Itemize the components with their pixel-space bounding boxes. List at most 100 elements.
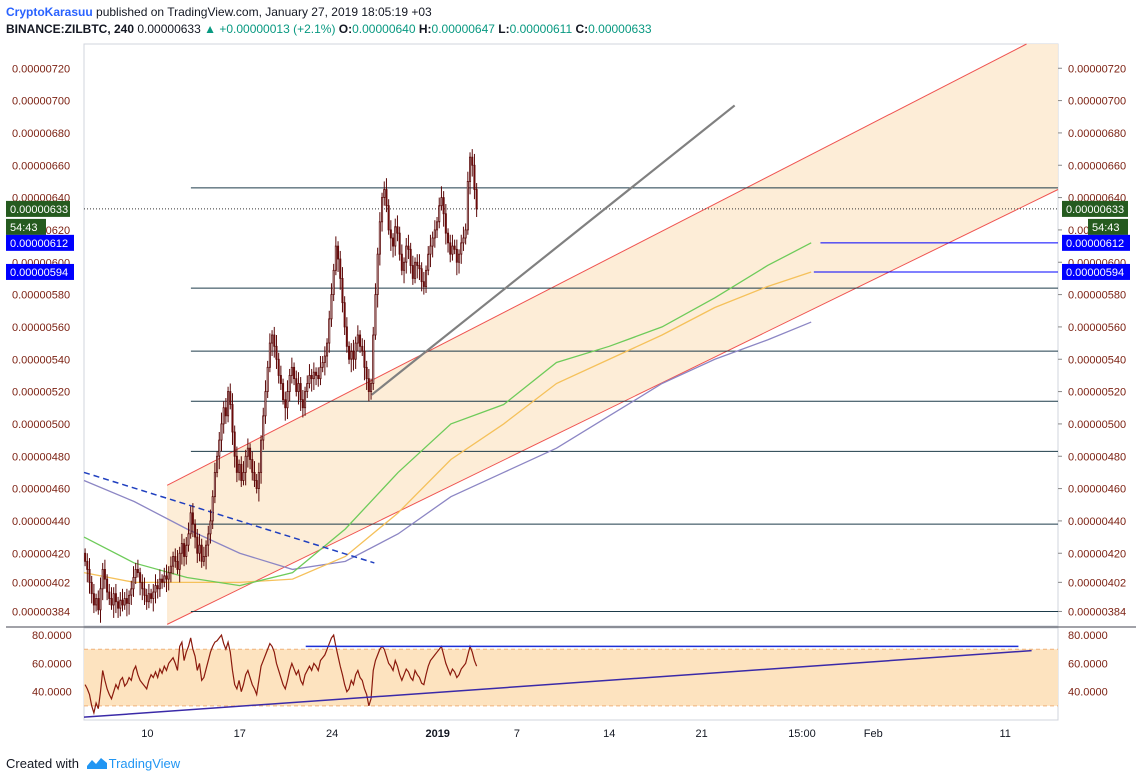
current-price-label-right-bg xyxy=(1062,200,1128,217)
price-tick-label-left: 0.00000460 xyxy=(12,484,70,496)
candle-body xyxy=(398,232,401,255)
candle xyxy=(123,592,126,610)
symbol-line: BINANCE:ZILBTC, 240 0.00000633 ▲ +0.0000… xyxy=(6,21,652,38)
candle xyxy=(189,506,192,539)
candle xyxy=(392,233,395,258)
candle xyxy=(220,412,223,452)
candle-body xyxy=(466,181,469,231)
candle xyxy=(293,362,296,386)
blue-level-label-left-bg xyxy=(6,234,74,251)
candle xyxy=(132,566,135,597)
candle-body xyxy=(231,404,234,433)
candle xyxy=(354,336,357,369)
candle-body xyxy=(255,480,258,489)
candle xyxy=(286,380,289,420)
candle xyxy=(207,525,210,557)
candle xyxy=(422,271,425,295)
blue-level-label-right-text: 0.00000594 xyxy=(1066,267,1124,279)
candle xyxy=(88,558,91,594)
candle xyxy=(176,550,179,575)
candle-body xyxy=(293,366,296,380)
candle xyxy=(372,326,375,390)
current-price-label-right-text: 0.00000633 xyxy=(1066,204,1124,216)
candle xyxy=(264,380,267,424)
candle-body xyxy=(213,472,216,498)
candle-body xyxy=(414,261,417,279)
candle-body xyxy=(158,578,161,590)
candle xyxy=(99,577,102,623)
candle-body xyxy=(387,205,390,231)
countdown-label-right-bg xyxy=(1088,218,1128,235)
low-value: 0.00000611 xyxy=(509,22,573,36)
candle xyxy=(147,583,150,609)
price-tick-label-left: 0.00000520 xyxy=(12,387,70,399)
candle xyxy=(367,368,370,402)
candle-body xyxy=(359,334,362,347)
candle-body xyxy=(396,226,399,234)
time-tick-label: 17 xyxy=(234,728,246,740)
author-link[interactable]: CryptoKarasuu xyxy=(6,5,93,19)
candle xyxy=(180,533,183,565)
ma-slow-line xyxy=(83,321,812,571)
candle-body xyxy=(112,593,115,606)
candle-body xyxy=(323,355,326,363)
candle-body xyxy=(326,342,329,357)
candle-body xyxy=(295,378,298,392)
tradingview-brand-link[interactable]: TradingView xyxy=(108,756,181,771)
candle-body xyxy=(354,342,357,360)
price-tick-label-left: 0.00000384 xyxy=(12,606,70,618)
candle xyxy=(222,401,225,434)
candle-body xyxy=(310,375,313,380)
close-label: C: xyxy=(575,22,589,36)
blue-level-label-left-bg xyxy=(6,263,74,280)
candle xyxy=(363,339,366,381)
candle xyxy=(334,236,337,276)
candle-body xyxy=(383,189,386,198)
price-tick-label-left: 0.00000660 xyxy=(12,160,70,172)
candle-body xyxy=(123,598,126,606)
candle-body xyxy=(365,366,368,380)
candle xyxy=(438,197,441,229)
price-tick-label-right: 0.00000560 xyxy=(1068,322,1126,334)
footer: Created with TradingView xyxy=(6,756,180,771)
price-pane-frame xyxy=(83,43,1059,627)
candle xyxy=(431,231,434,258)
candle-body xyxy=(134,569,137,578)
candle xyxy=(112,587,115,618)
candle-body xyxy=(101,569,104,590)
candle-body xyxy=(277,358,280,376)
candle-body xyxy=(438,205,441,223)
candle-body xyxy=(455,248,458,263)
open-value: 0.00000640 xyxy=(352,22,416,36)
candle xyxy=(411,255,414,285)
candle-body xyxy=(449,242,452,255)
candle-body xyxy=(436,221,439,231)
price-tick-label-right: 0.00000580 xyxy=(1068,290,1126,302)
candle xyxy=(202,546,205,567)
candle xyxy=(143,577,146,605)
candle-body xyxy=(273,334,276,347)
candle xyxy=(433,220,436,248)
candle xyxy=(337,241,340,272)
candle-body xyxy=(403,261,406,271)
candle-body xyxy=(462,237,465,244)
candle xyxy=(200,538,203,568)
candle-body xyxy=(367,378,370,392)
candle-body xyxy=(90,581,93,595)
candle-body xyxy=(180,543,183,554)
candle xyxy=(449,234,452,263)
candle xyxy=(383,181,386,206)
candle xyxy=(328,310,331,353)
candle xyxy=(339,250,342,290)
candle-body xyxy=(268,342,271,368)
current-price-label-left: 0.00000633 xyxy=(6,200,70,217)
candle-body xyxy=(266,366,269,392)
candle xyxy=(169,556,172,583)
candle xyxy=(191,503,194,538)
candle-body xyxy=(361,345,364,352)
candle xyxy=(321,356,324,373)
candle xyxy=(297,372,300,405)
candle-body xyxy=(249,447,252,460)
candle xyxy=(103,559,106,589)
